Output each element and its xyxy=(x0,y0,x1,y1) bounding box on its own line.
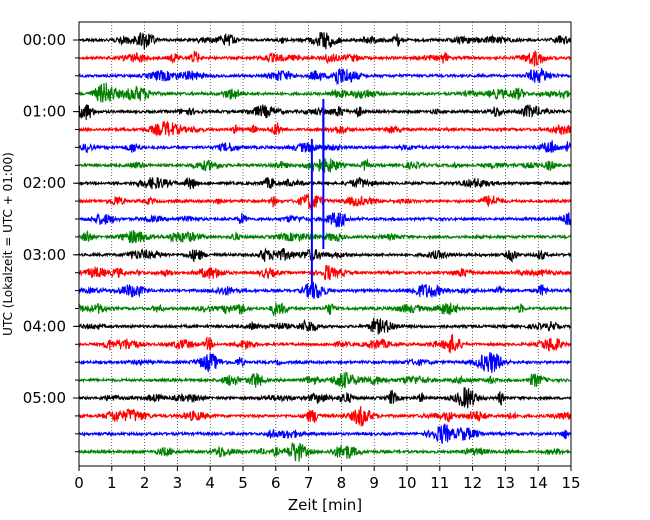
y-tick-label: 05:00 xyxy=(23,389,66,407)
trace-15 xyxy=(78,302,572,317)
traces xyxy=(78,31,572,462)
y-tick-label: 03:00 xyxy=(23,246,66,264)
plot-frame xyxy=(78,21,572,467)
trace-8 xyxy=(78,176,572,190)
x-tick-label: 8 xyxy=(337,474,347,492)
trace-20 xyxy=(78,387,572,409)
x-tick-label: 4 xyxy=(205,474,215,492)
y-tick-label: 00:00 xyxy=(23,31,66,49)
trace-22 xyxy=(78,423,572,444)
x-tick-label: 15 xyxy=(561,474,580,492)
trace-14 xyxy=(78,281,572,300)
x-tick-label: 14 xyxy=(529,474,548,492)
x-tick-label: 5 xyxy=(238,474,248,492)
trace-12 xyxy=(78,247,572,264)
trace-2 xyxy=(78,67,572,85)
trace-6 xyxy=(78,140,572,153)
trace-10 xyxy=(78,211,572,228)
trace-9 xyxy=(78,193,572,211)
y-tick-label: 04:00 xyxy=(23,317,66,335)
x-tick-label: 9 xyxy=(369,474,379,492)
x-tick-label: 11 xyxy=(430,474,449,492)
trace-0 xyxy=(78,31,572,50)
x-tick-label: 3 xyxy=(173,474,183,492)
trace-16 xyxy=(78,317,572,335)
trace-19 xyxy=(78,371,572,389)
x-tick-label: 1 xyxy=(107,474,117,492)
trace-18 xyxy=(78,352,572,374)
x-tick-label: 7 xyxy=(304,474,314,492)
trace-4 xyxy=(78,103,572,121)
y-axis: 00:00 01:00 02:00 03:00 04:00 05:00 xyxy=(23,31,79,453)
trace-5 xyxy=(78,120,572,138)
x-tick-label: 0 xyxy=(74,474,84,492)
x-tick-label: 2 xyxy=(140,474,150,492)
grid xyxy=(111,22,539,466)
x-tick-label: 10 xyxy=(397,474,416,492)
y-tick-label: 01:00 xyxy=(23,103,66,121)
x-tick-label: 12 xyxy=(463,474,482,492)
trace-1 xyxy=(78,50,572,67)
trace-21 xyxy=(78,405,572,427)
x-tick-label: 13 xyxy=(496,474,515,492)
y-axis-title: UTC (Lokalzeit = UTC + 01:00) xyxy=(1,152,15,336)
x-tick-label: 6 xyxy=(271,474,281,492)
trace-11 xyxy=(78,229,572,244)
x-axis: 0 1 2 3 4 5 6 7 8 9 10 11 12 13 14 15 xyxy=(74,466,581,492)
y-tick-label: 02:00 xyxy=(23,174,66,192)
trace-23 xyxy=(78,442,572,462)
trace-17 xyxy=(78,334,572,354)
trace-13 xyxy=(78,264,572,281)
x-axis-title: Zeit [min] xyxy=(288,496,362,514)
trace-3 xyxy=(78,82,572,103)
trace-7 xyxy=(78,157,571,173)
